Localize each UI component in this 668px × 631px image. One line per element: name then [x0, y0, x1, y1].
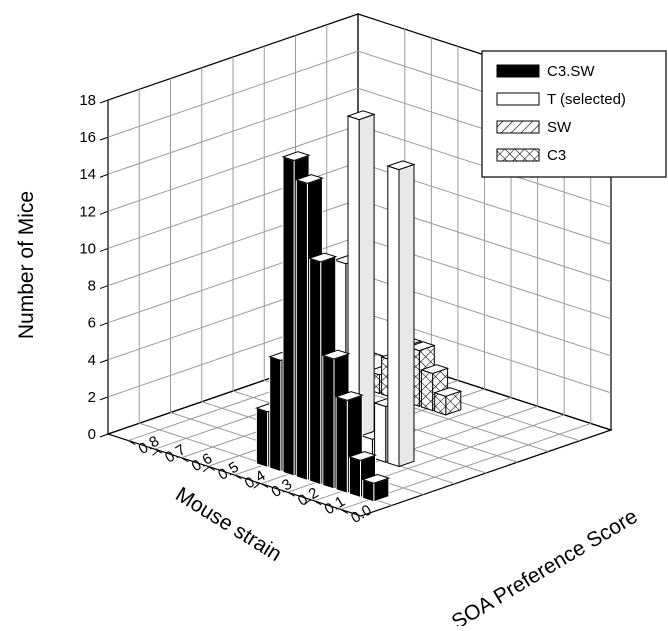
bar	[386, 160, 416, 468]
y-tick-mark	[99, 396, 109, 401]
legend-swatch-c3sw	[496, 64, 540, 78]
legend-swatch-sw	[496, 120, 540, 134]
legend-item-c3: C3	[496, 147, 566, 164]
y-tick-label: 6	[88, 315, 96, 332]
bars	[254, 110, 463, 503]
y-axis-title: Number of Mice	[15, 191, 38, 339]
y-tick-mark	[99, 322, 109, 327]
score-tick-mark	[313, 500, 322, 506]
y-tick-mark	[99, 173, 109, 178]
y-tick-mark	[99, 210, 109, 215]
score-tick-mark	[181, 457, 189, 463]
score-tick-mark	[127, 440, 136, 445]
bar-top-face	[347, 451, 378, 461]
score-tick-mark	[340, 509, 349, 514]
bar-front-face	[309, 257, 322, 486]
score-axis-title: SOA Preference Score	[448, 505, 642, 626]
y-tick-label: 18	[79, 92, 96, 109]
bar	[361, 473, 391, 503]
score-tick-mark	[234, 474, 242, 480]
y-tick-mark	[99, 136, 109, 141]
legend-swatch-c3	[496, 148, 540, 162]
y-tick-mark	[99, 359, 109, 364]
bar-front-face	[374, 402, 387, 463]
bar-top-face	[294, 174, 324, 184]
y-tick-label: 8	[88, 278, 96, 295]
bar-top-face	[346, 110, 376, 121]
bar-top-face	[308, 252, 338, 263]
y-tick-mark	[99, 247, 109, 252]
y-tick-label: 14	[79, 166, 96, 183]
floor	[106, 347, 613, 517]
bar-front-face	[322, 354, 335, 490]
legend-item-sw: SW	[496, 119, 572, 136]
bar-top-face	[321, 349, 351, 360]
y-tick-mark	[99, 99, 109, 104]
y-tick-label: 0	[88, 426, 96, 443]
bar-front-face	[295, 179, 308, 481]
legend-item-c3sw: C3.SW	[496, 63, 595, 80]
legend-label-c3sw: C3.SW	[547, 63, 595, 80]
legend: C3.SW T (selected) SW C3	[481, 50, 667, 178]
legend-label-c3: C3	[547, 147, 566, 164]
x-tick-mark	[253, 482, 261, 489]
legend-label-sw: SW	[547, 119, 572, 136]
score-tick-mark	[260, 483, 269, 489]
bar-top-face	[386, 160, 416, 171]
bar	[433, 387, 463, 416]
bar-side-face	[398, 163, 415, 468]
bar-front-face	[420, 369, 434, 412]
bar-front-face	[335, 396, 348, 494]
score-tick-mark	[154, 448, 163, 454]
y-tick-label: 2	[88, 389, 96, 406]
bar-front-face	[348, 456, 361, 499]
bar-top-face	[281, 151, 311, 162]
bar-front-face	[269, 356, 282, 473]
y-tick-mark	[99, 285, 109, 290]
legend-label-t-selected: T (selected)	[547, 91, 626, 108]
bar	[346, 110, 376, 455]
bar-front-face	[387, 165, 400, 468]
x-axis-title: Mouse strain	[171, 483, 285, 566]
x-tick-mark	[304, 499, 311, 505]
y-tick-label: 4	[88, 352, 96, 369]
bar-top-face	[419, 364, 450, 375]
y-tick-label: 10	[79, 240, 96, 257]
bar-top-face	[433, 387, 463, 397]
bar-top-face	[334, 391, 364, 401]
bar-top-face	[361, 473, 391, 484]
y-tick-mark	[99, 433, 109, 438]
bar-front-face	[255, 407, 269, 468]
score-tick-mark	[287, 491, 295, 497]
legend-swatch-t-selected	[496, 92, 540, 106]
y-tick-label: 12	[79, 203, 96, 220]
score-tick-mark	[207, 465, 216, 471]
bar-front-face	[282, 156, 295, 477]
x-tick-mark	[202, 466, 210, 473]
y-tick-label: 16	[79, 129, 96, 146]
legend-item-t-selected: T (selected)	[496, 91, 626, 108]
y-axis-ticks: 0 2 4 6 8 10 12 14 16 18	[79, 92, 311, 505]
